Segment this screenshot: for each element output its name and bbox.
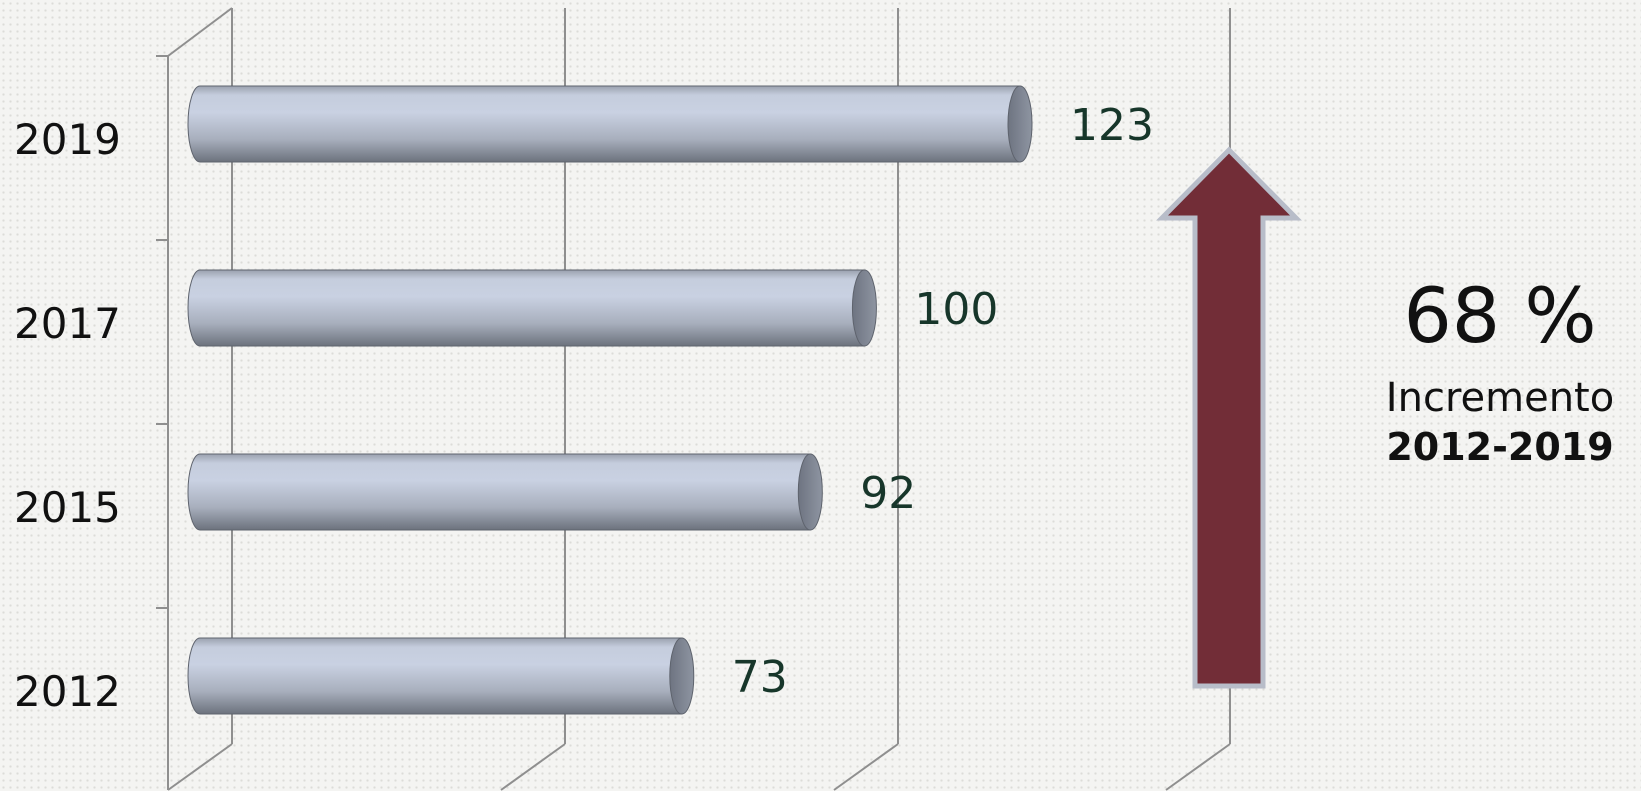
increase-percent: 68 % <box>1403 271 1597 360</box>
bar-body-2019 <box>187 85 1021 163</box>
increase-arrow-shape <box>1156 146 1302 689</box>
bar-body-2017 <box>187 269 865 347</box>
category-label-2015: 2015 <box>14 483 121 532</box>
bar-cap-2019 <box>1007 85 1033 163</box>
increase-caption: Incremento <box>1385 375 1615 421</box>
y-axis-top <box>167 7 233 57</box>
increase-arrow <box>1156 146 1302 689</box>
chart-labels: 123 2019 100 2017 92 2015 73 2012 <box>14 100 1154 716</box>
bar-cap-2015 <box>797 453 823 531</box>
category-label-2012: 2012 <box>14 667 121 716</box>
gridline-floor-0 <box>167 743 233 791</box>
value-label-2017: 100 <box>914 284 998 335</box>
gridline-floor-3 <box>1165 743 1231 791</box>
chart-bars <box>187 85 1033 715</box>
value-label-2012: 73 <box>732 652 788 703</box>
bar-2012 <box>187 637 695 715</box>
increase-range: 2012-2019 <box>1386 425 1614 469</box>
category-label-2019: 2019 <box>14 115 121 164</box>
bar-2019 <box>187 85 1033 163</box>
value-label-2015: 92 <box>860 468 916 519</box>
bar-cap-2017 <box>851 269 877 347</box>
bar-2017 <box>187 269 877 347</box>
category-label-2017: 2017 <box>14 299 121 348</box>
bar-cap-2012 <box>669 637 695 715</box>
gridline-floor-2 <box>833 743 899 791</box>
bar-body-2015 <box>187 453 811 531</box>
value-label-2019: 123 <box>1070 100 1154 151</box>
bar-body-2012 <box>187 637 683 715</box>
bar-2015 <box>187 453 823 531</box>
gridline-floor-1 <box>500 743 566 791</box>
